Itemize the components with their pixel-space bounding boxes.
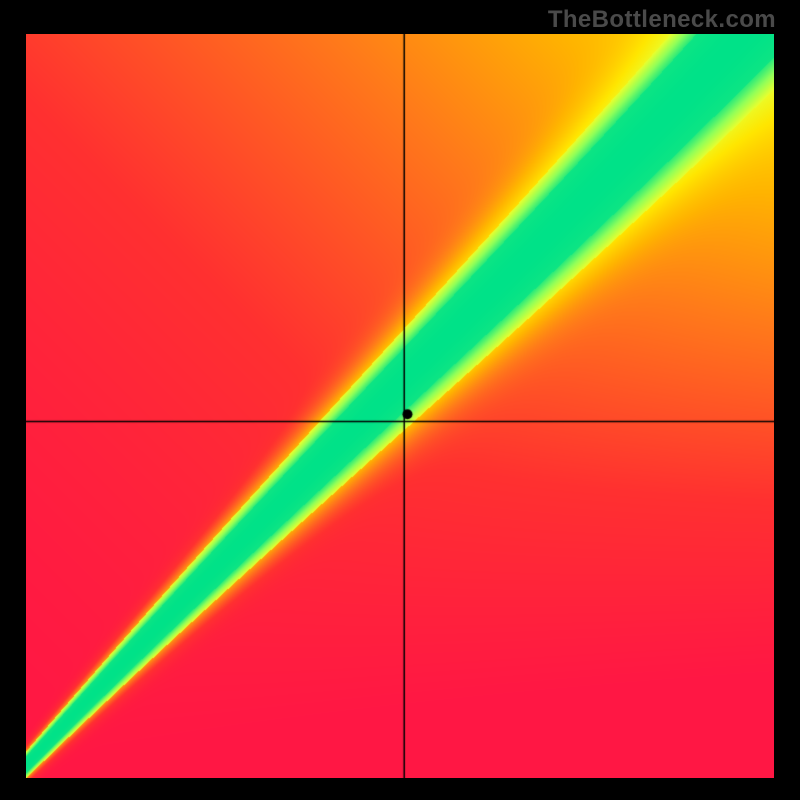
heatmap-canvas: [26, 34, 774, 778]
heatmap-plot: [26, 34, 774, 778]
watermark-text: TheBottleneck.com: [548, 6, 776, 34]
chart-frame: TheBottleneck.com: [0, 0, 800, 800]
